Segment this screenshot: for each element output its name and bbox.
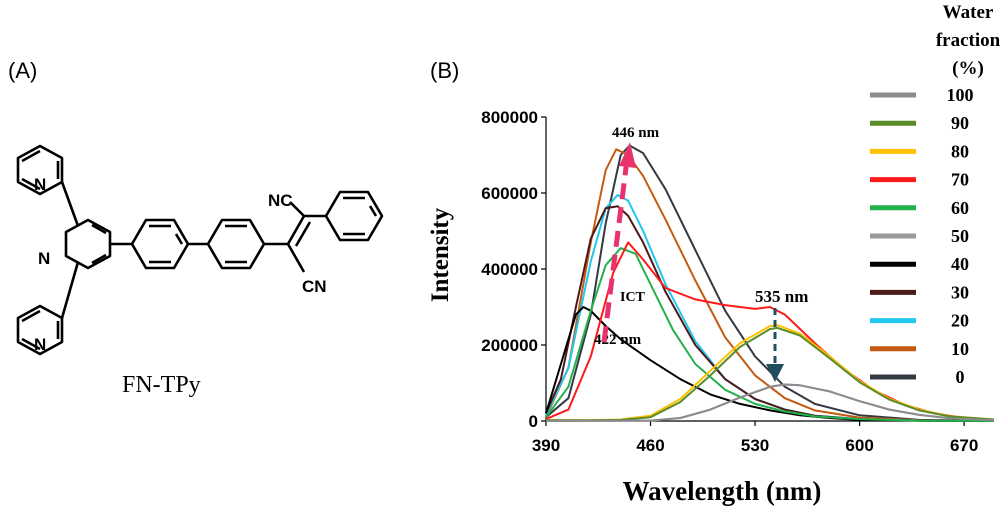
- atom-n-bottom: N: [34, 335, 46, 354]
- legend-title-line1: Water: [943, 2, 994, 23]
- legend-label-40: 40: [951, 254, 969, 274]
- arrow-down-teal: [766, 308, 784, 382]
- legend-label-90: 90: [951, 113, 969, 133]
- pyridine-ring-center: [64, 218, 112, 270]
- y-tick-label: 0: [529, 412, 538, 431]
- legend-label-0: 0: [956, 367, 965, 387]
- y-axis-label: Intensity: [427, 207, 454, 302]
- x-tick-label: 460: [636, 436, 664, 455]
- annotation-422: 422 nm: [594, 332, 642, 348]
- atom-n-center: N: [38, 249, 50, 268]
- series-line-100: [545, 383, 995, 422]
- series-line-30: [545, 205, 995, 422]
- panel-b-label: (B): [430, 58, 459, 83]
- compound-name: FN-TPy: [122, 372, 201, 398]
- atom-nc: NC: [268, 191, 293, 210]
- legend-label-100: 100: [947, 85, 974, 105]
- annotation-535: 535 nm: [755, 287, 808, 306]
- legend-title-line3: (%): [952, 58, 984, 79]
- series-line-10: [545, 148, 995, 422]
- atom-n-top: N: [34, 175, 46, 194]
- series-line-60: [545, 247, 995, 422]
- legend-label-70: 70: [951, 170, 969, 190]
- legend-label-20: 20: [951, 311, 969, 331]
- x-tick-label: 530: [741, 436, 769, 455]
- legend-label-50: 50: [951, 226, 969, 246]
- series-line-0: [545, 144, 995, 422]
- legend-title-line2: fraction: [936, 30, 1001, 51]
- y-tick-label: 600000: [481, 184, 538, 203]
- x-tick-label: 390: [532, 436, 560, 455]
- x-tick-label: 600: [845, 436, 873, 455]
- panel-a-label: (A): [8, 58, 37, 83]
- annotation-446: 446 nm: [612, 125, 660, 141]
- x-axis-label: Wavelength (nm): [623, 476, 822, 506]
- fn-tpy-structure: [16, 144, 384, 356]
- atom-cn: CN: [302, 277, 327, 296]
- pyridine-ring-bottom: [16, 304, 64, 356]
- legend-label-60: 60: [951, 198, 969, 218]
- legend-label-10: 10: [951, 339, 969, 359]
- legend-label-30: 30: [951, 282, 969, 302]
- y-tick-label: 800000: [481, 108, 538, 127]
- benzene-ring-3: [324, 190, 384, 242]
- y-tick-label: 400000: [481, 260, 538, 279]
- annotation-ict: ICT: [620, 290, 646, 305]
- series-line-90: [546, 326, 995, 422]
- x-tick-label: 670: [950, 436, 978, 455]
- y-tick-label: 200000: [481, 336, 538, 355]
- legend-label-80: 80: [951, 141, 969, 161]
- arrow-up-red: [601, 142, 636, 343]
